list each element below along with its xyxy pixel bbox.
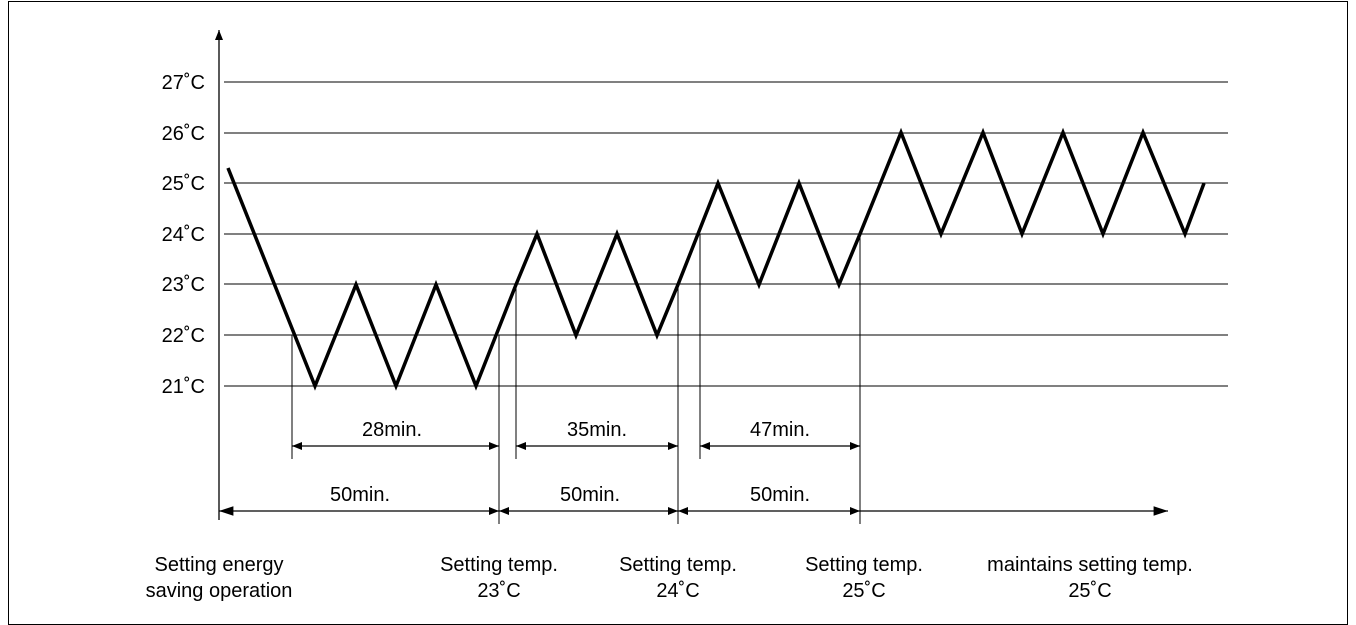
duration-label-50min-1: 50min. — [330, 484, 390, 506]
duration-label-35min: 35min. — [567, 419, 627, 441]
phase-captions: Setting energy saving operation Setting … — [146, 554, 1193, 602]
upper-duration-labels: 28min. 35min. 47min. — [362, 419, 810, 441]
caption-25-line1: Setting temp. — [805, 554, 923, 576]
gridlines — [224, 81, 1228, 387]
caption-23-line1: Setting temp. — [440, 554, 558, 576]
reference-lines — [291, 234, 861, 524]
lower-duration-labels: 50min. 50min. 50min. — [330, 484, 810, 506]
y-tick-labels: 27˚C 26˚C 25˚C 24˚C 23˚C 22˚C 21˚C — [162, 72, 205, 398]
y-tick-26: 26˚C — [162, 123, 205, 145]
duration-label-50min-3: 50min. — [750, 484, 810, 506]
caption-23-line2: 23˚C — [477, 580, 520, 602]
caption-24-line2: 24˚C — [656, 580, 699, 602]
y-tick-23: 23˚C — [162, 274, 205, 296]
caption-energy-saving-line1: Setting energy — [155, 554, 284, 576]
duration-label-28min: 28min. — [362, 419, 422, 441]
temperature-profile-line — [226, 127, 1206, 391]
caption-maintain-line2: 25˚C — [1068, 580, 1111, 602]
y-tick-24: 24˚C — [162, 224, 205, 246]
y-tick-25: 25˚C — [162, 173, 205, 195]
duration-label-50min-2: 50min. — [560, 484, 620, 506]
y-tick-27: 27˚C — [162, 72, 205, 94]
caption-24-line1: Setting temp. — [619, 554, 737, 576]
caption-maintain-line1: maintains setting temp. — [987, 554, 1193, 576]
duration-label-47min: 47min. — [750, 419, 810, 441]
caption-25-line2: 25˚C — [842, 580, 885, 602]
y-tick-22: 22˚C — [162, 325, 205, 347]
y-tick-21: 21˚C — [162, 376, 205, 398]
caption-energy-saving-line2: saving operation — [146, 580, 293, 602]
